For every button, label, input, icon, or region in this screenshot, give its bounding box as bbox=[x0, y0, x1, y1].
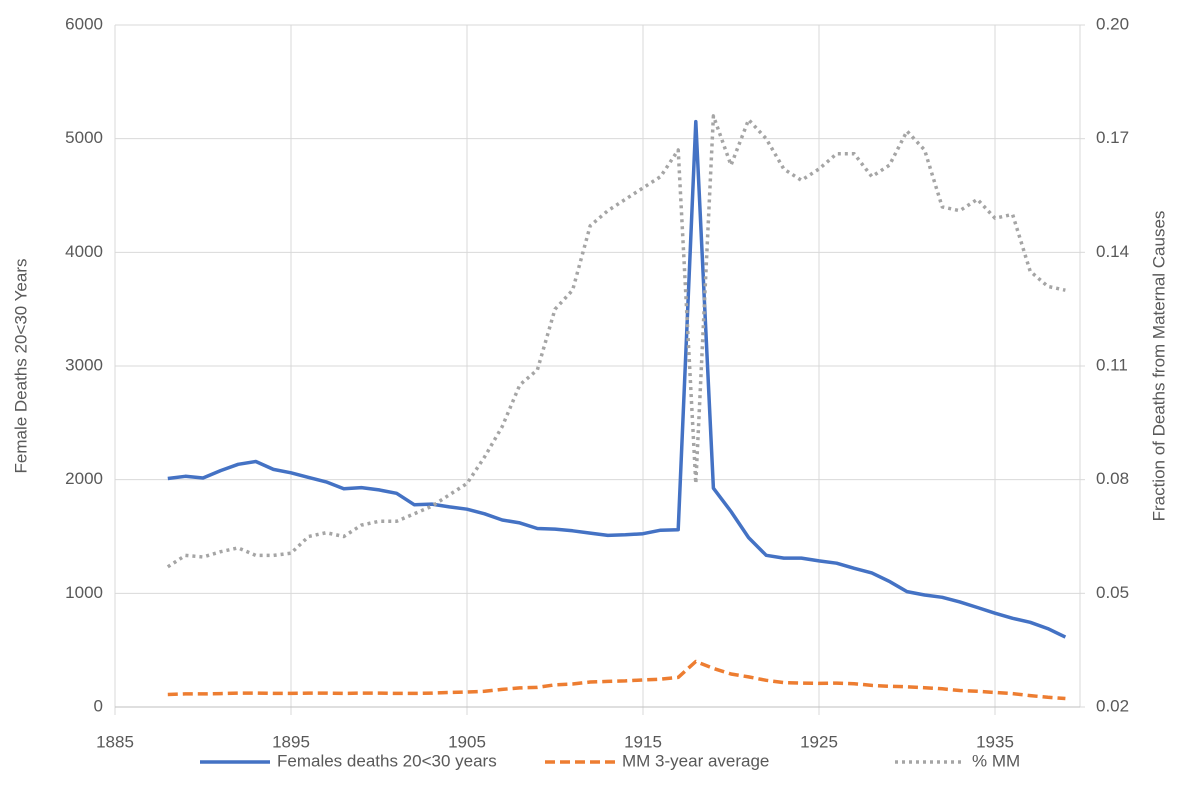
y2-tick-label: 0.05 bbox=[1096, 583, 1129, 602]
legend-label: Females deaths 20<30 years bbox=[277, 751, 497, 770]
legend-label: MM 3-year average bbox=[622, 751, 769, 770]
y-tick-label: 2000 bbox=[65, 469, 103, 488]
legend-label: % MM bbox=[972, 751, 1020, 770]
y-tick-label: 0 bbox=[94, 696, 103, 715]
x-tick-label: 1915 bbox=[624, 732, 662, 751]
y2-tick-label: 0.08 bbox=[1096, 469, 1129, 488]
y2-tick-label: 0.02 bbox=[1096, 696, 1129, 715]
y-tick-label: 4000 bbox=[65, 242, 103, 261]
series-line bbox=[167, 659, 1066, 701]
x-tick-label: 1935 bbox=[976, 732, 1014, 751]
x-tick-label: 1905 bbox=[448, 732, 486, 751]
y-tick-label: 3000 bbox=[65, 355, 103, 374]
series-line bbox=[167, 119, 1067, 639]
series-line bbox=[166, 114, 1066, 569]
y-tick-label: 5000 bbox=[65, 128, 103, 147]
x-tick-label: 1885 bbox=[96, 732, 134, 751]
y2-axis-label: Fraction of Deaths from Maternal Causes bbox=[1149, 211, 1168, 522]
y-axis-label: Female Deaths 20<30 Years bbox=[11, 258, 30, 473]
y2-tick-label: 0.14 bbox=[1096, 242, 1129, 261]
y2-tick-label: 0.11 bbox=[1096, 355, 1128, 374]
x-tick-label: 1895 bbox=[272, 732, 310, 751]
y-tick-label: 6000 bbox=[65, 14, 103, 33]
x-tick-label: 1925 bbox=[800, 732, 838, 751]
y2-tick-label: 0.17 bbox=[1096, 128, 1129, 147]
y2-tick-label: 0.20 bbox=[1096, 14, 1129, 33]
y-tick-label: 1000 bbox=[65, 583, 103, 602]
